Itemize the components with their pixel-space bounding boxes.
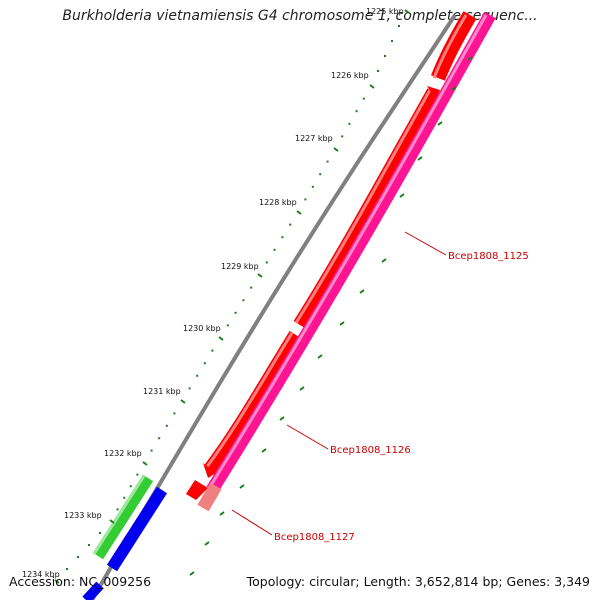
inner-tick — [381, 258, 387, 263]
minor-tick — [311, 185, 314, 188]
accession-text: Accession: NC_009256 — [9, 574, 152, 589]
minor-tick — [203, 362, 206, 365]
minor-tick — [150, 449, 153, 452]
forward-cds-1126[interactable] — [203, 331, 303, 478]
minor-tick — [355, 110, 358, 113]
minor-tick — [398, 25, 400, 27]
callout-line-1125 — [404, 231, 447, 256]
major-tick — [296, 210, 302, 215]
minor-tick — [165, 424, 168, 427]
major-tick — [142, 461, 148, 466]
major-tick — [54, 579, 60, 584]
inner-tick — [399, 193, 405, 198]
minor-tick — [250, 286, 253, 289]
green-track-bar — [92, 474, 154, 560]
scale-tick-label: 1226 kbp — [331, 71, 369, 80]
inner-tick — [417, 156, 423, 161]
chromosome-backbone — [90, 13, 457, 600]
major-tick — [369, 84, 375, 89]
minor-tick — [123, 496, 126, 499]
inner-tick — [437, 121, 443, 126]
minor-tick — [377, 70, 379, 72]
minor-tick — [196, 374, 199, 377]
scale-ticks — [54, 9, 473, 584]
green-track-bar-highlight — [92, 475, 146, 555]
blue-track-bar-lower — [82, 581, 104, 600]
minor-tick — [136, 473, 139, 476]
forward-cds-1124[interactable] — [431, 11, 477, 81]
inner-tick — [317, 354, 323, 359]
inner-tick — [189, 571, 195, 576]
minor-tick — [66, 568, 68, 570]
gene-label-1125[interactable]: Bcep1808_1125 — [448, 251, 529, 262]
scale-tick-label: 1225 kbp — [366, 7, 404, 16]
minor-tick — [265, 261, 268, 264]
minor-tick — [173, 412, 176, 415]
major-tick — [333, 147, 339, 152]
inner-tick — [279, 416, 285, 421]
inner-tick — [339, 321, 345, 326]
scale-tick-label: 1231 kbp — [143, 387, 181, 396]
scale-tick-label: 1229 kbp — [221, 262, 259, 271]
minor-tick — [88, 544, 90, 546]
scale-tick-label: 1227 kbp — [295, 134, 333, 143]
forward-cds-1125[interactable] — [293, 86, 441, 329]
gene-label-1126[interactable]: Bcep1808_1126 — [330, 445, 411, 456]
callout-line-1127 — [231, 509, 273, 536]
minor-tick — [304, 198, 307, 201]
major-tick — [180, 399, 186, 404]
callout-line-1126 — [286, 424, 329, 450]
topology-text: Topology: circular; Length: 3,652,814 bp… — [246, 574, 590, 589]
scale-tick-label: 1234 kbp — [22, 570, 60, 579]
inner-tick — [204, 541, 210, 546]
major-tick — [257, 273, 263, 278]
minor-tick — [129, 485, 132, 488]
minor-tick — [289, 223, 292, 226]
minor-tick — [211, 349, 214, 352]
forward-cds-1127[interactable] — [186, 480, 208, 500]
major-tick — [218, 336, 224, 341]
minor-tick — [234, 311, 237, 314]
inner-tick — [467, 56, 473, 61]
minor-tick — [242, 299, 245, 302]
minor-tick — [391, 40, 393, 42]
scale-tick-label: 1230 kbp — [183, 324, 221, 333]
reverse-cds-partial[interactable] — [197, 482, 222, 512]
inner-tick — [219, 511, 225, 516]
blue-track-bar — [106, 486, 168, 572]
minor-tick — [188, 387, 191, 390]
minor-tick — [99, 532, 101, 534]
inner-tick — [359, 289, 365, 294]
minor-tick — [273, 248, 276, 251]
minor-tick — [362, 97, 365, 100]
scale-tick-label: 1228 kbp — [259, 198, 297, 207]
scale-labels: 1225 kbp 1226 kbp 1227 kbp 1228 kbp 1229 kbp… — [22, 7, 404, 579]
inner-tick — [239, 484, 245, 489]
major-tick — [404, 9, 410, 14]
minor-tick — [226, 324, 229, 327]
minor-tick — [77, 556, 79, 558]
minor-tick — [384, 55, 386, 57]
minor-tick — [116, 508, 119, 511]
scale-tick-label: 1233 kbp — [64, 511, 102, 520]
inner-tick — [299, 386, 305, 391]
map-title: Burkholderia vietnamiensis G4 chromosome… — [62, 8, 538, 24]
minor-tick — [348, 122, 351, 125]
minor-tick — [158, 437, 161, 440]
major-tick — [109, 519, 115, 524]
scale-tick-label: 1232 kbp — [104, 449, 142, 458]
reverse-cds-long[interactable] — [206, 11, 496, 494]
inner-tick — [451, 86, 457, 91]
minor-tick — [319, 173, 322, 176]
minor-tick — [281, 236, 284, 239]
gene-label-1127[interactable]: Bcep1808_1127 — [274, 532, 355, 543]
minor-tick — [341, 135, 344, 138]
minor-tick — [326, 160, 329, 163]
inner-tick — [261, 448, 267, 453]
